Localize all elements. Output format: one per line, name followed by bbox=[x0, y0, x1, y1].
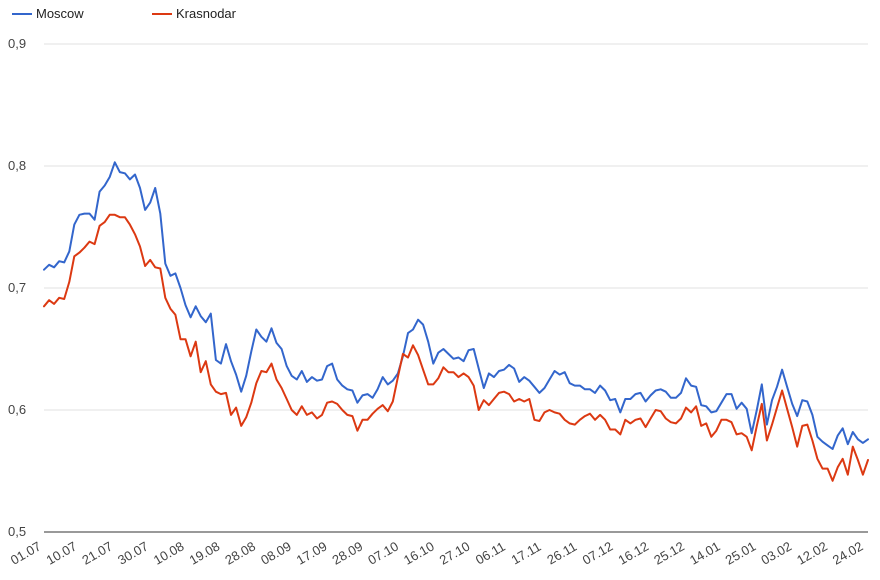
x-tick-label: 03.02 bbox=[758, 538, 794, 567]
x-tick-label: 19.08 bbox=[187, 538, 223, 567]
x-tick-label: 06.11 bbox=[473, 539, 508, 568]
x-tick-label: 17.09 bbox=[294, 538, 330, 567]
x-axis: 01.07 10.07 21.07 30.07 10.08 19.08 28.08 08.09… bbox=[8, 538, 866, 567]
y-tick-label: 0,6 bbox=[8, 402, 26, 417]
x-tick-label: 10.08 bbox=[151, 538, 187, 567]
x-tick-label: 27.10 bbox=[437, 538, 473, 567]
x-tick-label: 07.12 bbox=[580, 538, 616, 567]
y-tick-label: 0,7 bbox=[8, 280, 26, 295]
x-tick-label: 07.10 bbox=[365, 538, 401, 567]
x-tick-label: 28.09 bbox=[330, 538, 366, 567]
x-tick-label: 12.02 bbox=[794, 538, 830, 567]
x-tick-label: 01.07 bbox=[8, 538, 44, 567]
x-tick-label: 16.12 bbox=[615, 538, 651, 567]
x-tick-label: 25.01 bbox=[723, 538, 759, 567]
x-tick-label: 14.01 bbox=[687, 538, 723, 567]
x-tick-label: 26.11 bbox=[544, 539, 579, 568]
legend: Moscow Krasnodar bbox=[12, 6, 237, 21]
gridlines bbox=[44, 43, 868, 533]
y-axis: 0,5 0,6 0,7 0,8 0,9 bbox=[8, 36, 26, 539]
series-line-moscow bbox=[43, 161, 869, 450]
y-tick-label: 0,8 bbox=[8, 158, 26, 173]
series-lines bbox=[43, 161, 869, 482]
x-tick-label: 10.07 bbox=[44, 538, 80, 567]
x-tick-label: 28.08 bbox=[222, 538, 258, 567]
x-tick-label: 25.12 bbox=[651, 538, 687, 567]
y-tick-label: 0,5 bbox=[8, 524, 26, 539]
x-tick-label: 30.07 bbox=[115, 538, 151, 567]
y-tick-label: 0,9 bbox=[8, 36, 26, 51]
x-tick-label: 24.02 bbox=[830, 538, 866, 567]
legend-label-krasnodar: Krasnodar bbox=[176, 6, 237, 21]
legend-label-moscow: Moscow bbox=[36, 6, 84, 21]
x-tick-label: 08.09 bbox=[258, 538, 294, 567]
x-tick-label: 17.11 bbox=[509, 539, 544, 568]
series-line-krasnodar bbox=[43, 213, 869, 482]
x-tick-label: 21.07 bbox=[79, 538, 115, 567]
x-tick-label: 16.10 bbox=[401, 538, 437, 567]
